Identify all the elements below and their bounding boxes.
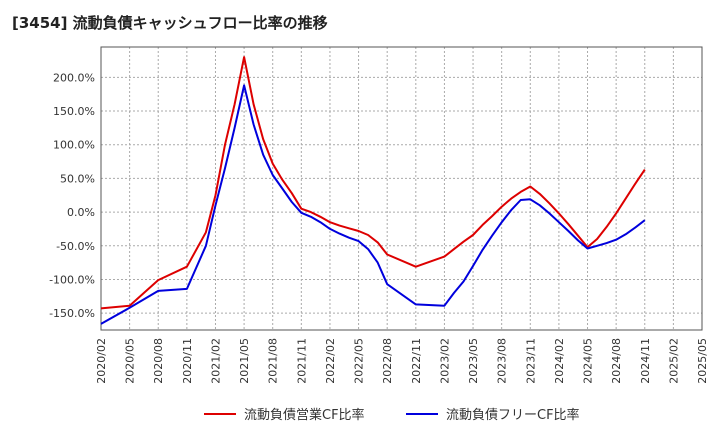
y-tick-label: 100.0% (53, 139, 95, 152)
x-tick-label: 2024/02 (553, 338, 566, 384)
x-tick-label: 2024/08 (610, 338, 623, 384)
x-tick-label: 2021/11 (295, 338, 308, 384)
legend-label-1: 流動負債営業CF比率 (244, 407, 365, 423)
x-tick-label: 2020/02 (95, 338, 108, 384)
y-tick-label: -150.0% (49, 307, 95, 320)
x-tick-label: 2025/02 (667, 338, 680, 384)
x-tick-label: 2022/02 (324, 338, 337, 384)
legend-label-2: 流動負債フリーCF比率 (446, 407, 580, 423)
x-tick-label: 2023/05 (467, 338, 480, 384)
x-tick-label: 2020/08 (152, 338, 165, 384)
y-tick-label: 50.0% (60, 172, 95, 185)
series-line-2 (100, 84, 646, 325)
y-tick-label: -50.0% (56, 240, 95, 253)
x-tick-label: 2021/05 (238, 338, 251, 384)
y-tick-label: 200.0% (53, 71, 95, 84)
plot-area (101, 47, 702, 330)
x-tick-label: 2023/11 (524, 338, 537, 384)
chart-title: [3454] 流動負債キャッシュフロー比率の推移 (12, 14, 328, 32)
y-tick-label: 0.0% (67, 206, 95, 219)
x-tick-label: 2022/11 (410, 338, 423, 384)
x-tick-label: 2022/08 (381, 338, 394, 384)
plot-border (100, 46, 703, 331)
x-tick-label: 2024/11 (639, 338, 652, 384)
x-tick-label: 2020/11 (181, 338, 194, 384)
x-tick-label: 2020/05 (124, 338, 137, 384)
x-tick-label: 2021/02 (209, 338, 222, 384)
x-tick-label: 2024/05 (582, 338, 595, 384)
series-line-1 (100, 56, 646, 310)
x-tick-label: 2022/05 (353, 338, 366, 384)
x-tick-label: 2023/02 (438, 338, 451, 384)
x-tick-label: 2023/08 (496, 338, 509, 384)
x-tick-label: 2021/08 (267, 338, 280, 384)
y-tick-label: 150.0% (53, 105, 95, 118)
y-tick-label: -100.0% (49, 273, 95, 286)
x-tick-label: 2025/05 (696, 338, 709, 384)
